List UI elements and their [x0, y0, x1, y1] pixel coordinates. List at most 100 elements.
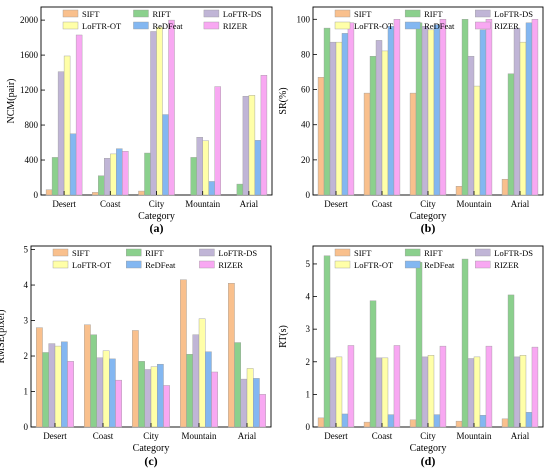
legend-swatch	[52, 248, 69, 257]
bar-rizer-city	[168, 19, 175, 196]
panel-label: (a)	[150, 221, 164, 235]
bar-rift-arial	[236, 183, 244, 196]
bar-redfeat-desert	[61, 341, 68, 428]
bar-sift-mountain	[180, 279, 187, 428]
bar-loftr-ds-desert	[329, 357, 337, 428]
panel-label: (c)	[144, 454, 157, 468]
bar-loftr-ot-mountain	[473, 356, 481, 428]
bar-rift-mountain	[461, 258, 469, 428]
bar-loftr-ot-desert	[63, 55, 71, 196]
bar-loftr-ds-arial	[240, 378, 248, 428]
bar-sift-desert	[317, 417, 325, 428]
bar-loftr-ds-desert	[48, 343, 56, 428]
bar-loftr-ot-arial	[246, 368, 254, 428]
y-tick-label: 2000	[20, 15, 39, 25]
x-tick-label: City	[143, 431, 159, 441]
legend-swatch	[404, 21, 421, 30]
bar-loftr-ot-city	[150, 366, 158, 428]
legend-entry: SIFT	[72, 248, 90, 258]
bar-sift-city	[409, 92, 417, 196]
legend-entry: SIFT	[354, 248, 372, 258]
x-tick-label: Desert	[43, 431, 67, 441]
x-axis-label: Category	[410, 443, 447, 454]
bar-loftr-ds-arial	[513, 27, 521, 196]
x-tick-label: Arial	[511, 199, 530, 209]
x-tick-label: Coast	[93, 431, 114, 441]
bar-redfeat-mountain	[205, 351, 212, 428]
bar-rift-city	[138, 361, 145, 428]
legend-entry: LoFTR-DS	[494, 9, 533, 19]
bar-loftr-ot-mountain	[198, 318, 206, 428]
bar-rizer-mountain	[214, 86, 221, 196]
bar-loftr-ds-city	[421, 356, 429, 428]
bar-loftr-ot-desert	[54, 345, 62, 428]
y-tick-label: 5	[24, 245, 29, 255]
panel-label: (d)	[421, 454, 436, 468]
y-tick-label: 60	[301, 85, 311, 95]
bar-rift-mountain	[190, 157, 197, 196]
bar-rizer-desert	[347, 345, 355, 428]
bar-rift-coast	[98, 175, 105, 196]
legend-swatch	[404, 9, 421, 18]
legend-swatch	[203, 21, 220, 30]
legend-swatch	[475, 9, 491, 18]
bar-rift-desert	[51, 157, 59, 196]
legend-entry: ReDFeat	[424, 260, 455, 270]
legend-entry: LoFTR-DS	[494, 248, 533, 258]
bar-sift-coast	[363, 92, 371, 196]
bar-loftr-ds-mountain	[192, 334, 200, 428]
legend-entry: SIFT	[82, 9, 100, 19]
bar-loftr-ot-arial	[248, 95, 256, 196]
bar-loftr-ot-desert	[335, 356, 343, 428]
bar-loftr-ds-desert	[329, 41, 337, 196]
bar-rift-mountain	[186, 354, 193, 428]
bar-rift-arial	[507, 73, 515, 196]
bar-rizer-coast	[393, 345, 401, 428]
bar-redfeat-mountain	[479, 29, 487, 196]
x-tick-label: Desert	[324, 431, 348, 441]
legend-entry: LoFTR-OT	[72, 260, 112, 270]
bar-redfeat-mountain	[479, 415, 487, 428]
bar-rift-mountain	[461, 19, 469, 196]
bar-redfeat-desert	[69, 133, 77, 196]
bar-loftr-ot-mountain	[202, 140, 209, 196]
legend-swatch	[334, 248, 351, 257]
x-tick-label: Coast	[372, 199, 393, 209]
bar-rizer-city	[163, 385, 170, 428]
bar-loftr-ot-coast	[381, 357, 389, 428]
bar-sift-coast	[92, 192, 99, 196]
legend-entry: RIFT	[424, 248, 443, 258]
y-tick-label: 400	[25, 155, 39, 165]
y-tick-label: 4	[24, 280, 29, 290]
y-axis-label: SR(%)	[278, 87, 289, 114]
bar-redfeat-coast	[116, 148, 123, 196]
legend-swatch	[62, 9, 79, 18]
bar-redfeat-city	[433, 24, 441, 196]
legend-swatch	[125, 260, 142, 269]
y-axis-label: RMSE(pixel)	[0, 310, 7, 364]
bar-rift-city	[415, 22, 423, 196]
bar-redfeat-coast	[387, 26, 395, 196]
bar-redfeat-coast	[387, 414, 395, 428]
y-tick-label: 2	[24, 351, 29, 361]
bar-rift-desert	[323, 255, 331, 428]
legend-swatch	[475, 248, 491, 257]
legend-swatch	[475, 21, 491, 30]
bar-rizer-desert	[75, 34, 83, 196]
legend-entry: RIZER	[218, 260, 243, 270]
bar-rizer-coast	[115, 379, 122, 428]
x-tick-label: City	[420, 431, 436, 441]
bar-rift-coast	[90, 334, 97, 428]
bar-rizer-arial	[260, 75, 268, 196]
bar-loftr-ot-coast	[110, 153, 117, 196]
legend-swatch	[62, 21, 79, 30]
bar-rizer-arial	[531, 19, 539, 196]
bar-sift-arial	[501, 418, 509, 428]
bar-sift-desert	[45, 189, 53, 196]
legend-entry: SIFT	[354, 9, 372, 19]
legend-swatch	[334, 21, 351, 30]
legend-swatch	[133, 9, 149, 18]
y-tick-label: 40	[301, 120, 311, 130]
x-tick-label: City	[420, 199, 436, 209]
y-tick-label: 0	[24, 422, 29, 432]
